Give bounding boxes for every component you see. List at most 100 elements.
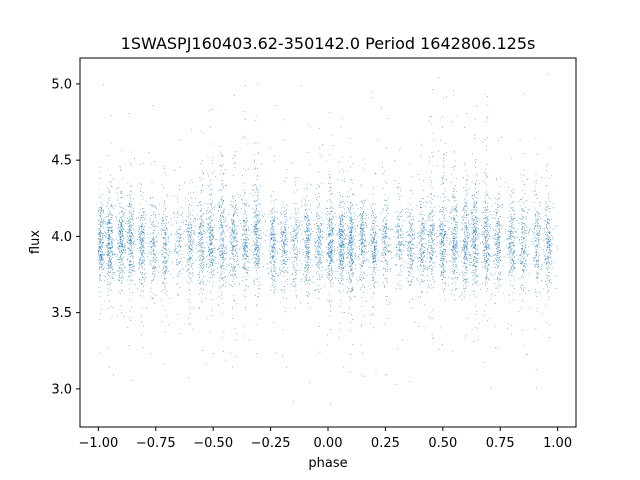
data-point [194,225,196,226]
data-point [256,200,258,201]
data-point [454,219,456,221]
data-point [340,278,342,279]
data-point [307,230,309,232]
data-point [463,262,465,263]
data-point [164,201,166,203]
data-point [151,297,153,298]
data-point [351,270,353,271]
data-point [435,251,436,253]
data-point [321,242,323,244]
data-point [111,276,113,278]
data-point [139,257,141,259]
data-point [165,282,167,284]
data-point [231,241,233,243]
data-point [275,244,277,245]
data-point [199,233,200,235]
data-point [339,244,341,245]
data-point [522,238,524,239]
data-point [463,231,465,232]
data-point [306,187,308,188]
data-point [430,232,432,233]
data-point [362,228,364,230]
data-point [498,232,499,234]
data-point [177,264,179,266]
data-point [255,257,257,259]
data-point [349,237,350,239]
data-point [272,191,274,192]
data-point [362,202,364,204]
data-point [340,235,342,237]
data-point [198,307,200,309]
data-point [397,236,399,238]
data-point [511,208,513,210]
data-point [212,270,214,272]
data-point [387,261,389,263]
data-point [230,243,232,245]
data-point [440,223,442,225]
data-point [260,247,262,249]
data-point [331,245,333,246]
data-point [385,220,387,221]
data-point [502,204,503,206]
data-point [381,167,383,168]
data-point [419,179,420,181]
data-point [209,244,210,246]
data-point [360,184,362,185]
data-point [246,279,248,281]
data-point [122,232,123,234]
data-point [270,147,271,148]
data-point [419,284,420,286]
data-point [156,220,158,222]
data-point [485,260,487,262]
data-point [188,217,189,218]
data-point [282,236,283,238]
data-point [493,283,495,284]
data-point [488,232,489,233]
data-point [465,238,466,240]
data-point [473,138,475,139]
data-point [111,217,113,218]
data-point [253,245,255,246]
data-point [277,218,278,219]
data-point [411,280,412,282]
data-point [271,236,273,238]
data-point [317,228,319,230]
data-point [331,255,333,256]
data-point [293,266,295,268]
data-point [412,230,414,232]
data-point [364,199,366,201]
data-point [123,214,125,216]
data-point [525,259,527,261]
data-point [204,247,205,249]
data-point [271,239,273,240]
data-point [277,274,279,276]
data-point [455,200,457,202]
data-point [210,238,211,240]
data-point [351,238,352,240]
data-point [381,237,383,238]
data-point [305,277,307,278]
data-point [119,246,121,247]
data-point [467,260,468,261]
data-point [127,205,129,207]
data-point [443,167,445,169]
data-point [209,127,211,129]
data-point [512,242,514,243]
data-point [100,202,102,203]
data-point [362,230,364,232]
data-point [257,188,259,190]
data-point [497,278,499,280]
data-point [332,207,333,209]
data-point [484,217,486,219]
data-point [135,244,136,246]
data-point [306,225,308,226]
data-point [406,207,408,209]
data-point [419,201,420,202]
data-point [131,212,132,214]
data-point [220,220,222,222]
data-point [109,258,111,260]
data-point [465,269,467,271]
data-point [350,206,351,208]
data-point [455,277,456,279]
data-point [361,232,363,233]
